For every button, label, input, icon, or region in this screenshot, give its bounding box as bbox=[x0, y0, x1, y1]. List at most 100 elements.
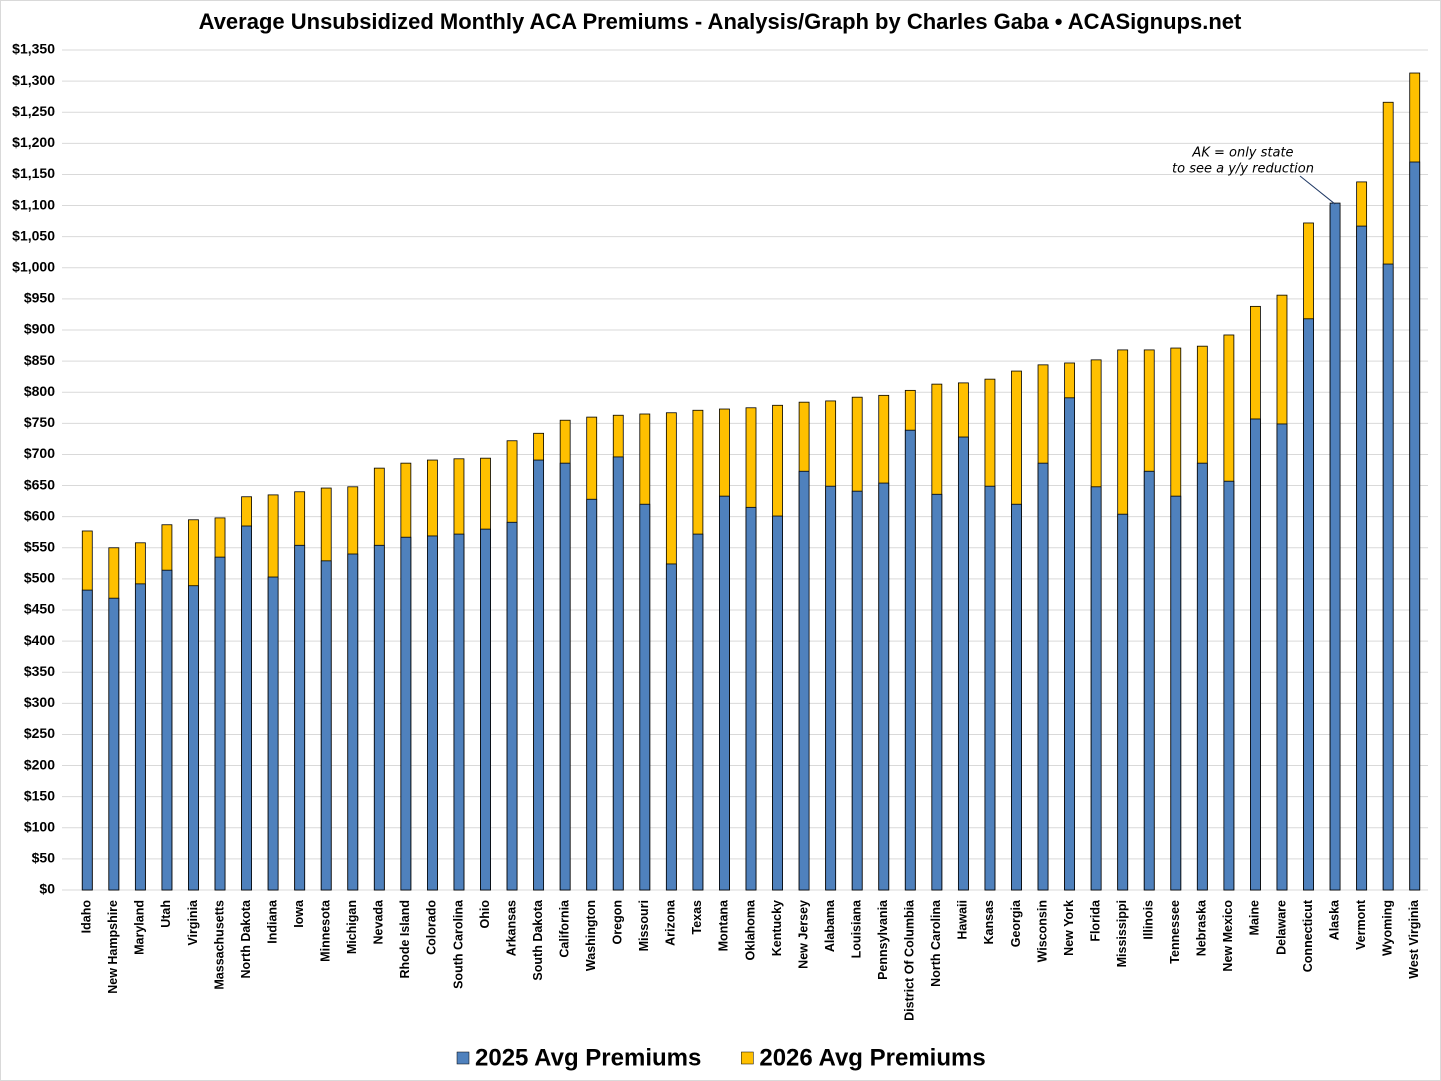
x-tick-label: New Jersey bbox=[796, 900, 810, 969]
y-tick-label: $1,050 bbox=[12, 227, 55, 243]
bar bbox=[1382, 263, 1394, 891]
bar bbox=[161, 569, 173, 891]
bar bbox=[1143, 470, 1155, 891]
bar bbox=[665, 563, 677, 891]
bar bbox=[81, 589, 93, 891]
annotation: to see a y/y reduction bbox=[1172, 162, 1314, 177]
bar bbox=[480, 528, 491, 891]
y-tick-label: $0 bbox=[39, 881, 55, 897]
bar bbox=[134, 583, 146, 891]
bar bbox=[453, 533, 465, 891]
x-tick-label: Alaska bbox=[1327, 899, 1341, 940]
y-tick-label: $1,100 bbox=[12, 196, 55, 212]
bar bbox=[1011, 503, 1022, 891]
y-tick-label: $500 bbox=[24, 570, 55, 586]
x-tick-label: Wyoming bbox=[1380, 900, 1394, 956]
y-tick-label: $1,250 bbox=[12, 103, 55, 119]
bar bbox=[214, 556, 226, 891]
x-tick-label: Alabama bbox=[823, 899, 837, 952]
x-tick-label: Georgia bbox=[1009, 899, 1023, 947]
bar bbox=[533, 459, 545, 891]
legend-label: 2026 Avg Premiums bbox=[759, 1044, 985, 1071]
y-tick-label: $750 bbox=[24, 414, 55, 430]
annotation-arrow bbox=[1299, 175, 1336, 205]
bar bbox=[1409, 161, 1421, 891]
y-tick-label: $100 bbox=[24, 818, 55, 834]
x-tick-label: Wisconsin bbox=[1035, 900, 1049, 962]
bar bbox=[586, 498, 598, 891]
y-tick-label: $1,350 bbox=[12, 41, 55, 57]
y-tick-label: $900 bbox=[24, 321, 55, 337]
bar bbox=[745, 506, 757, 891]
x-tick-label: Arkansas bbox=[504, 900, 518, 956]
bar bbox=[427, 535, 438, 891]
x-tick-label: Missouri bbox=[637, 900, 651, 951]
bar bbox=[612, 456, 624, 891]
x-tick-label: South Carolina bbox=[451, 899, 465, 989]
bar bbox=[1037, 462, 1049, 891]
bar bbox=[400, 536, 412, 891]
x-tick-label: Florida bbox=[1088, 899, 1102, 942]
x-tick-label: Michigan bbox=[345, 900, 359, 954]
bar bbox=[320, 560, 332, 891]
bar bbox=[347, 553, 359, 891]
x-tick-label: Louisiana bbox=[849, 899, 863, 958]
bar bbox=[1064, 397, 1075, 891]
bar bbox=[957, 436, 969, 891]
bar bbox=[294, 544, 306, 891]
bar bbox=[1170, 495, 1182, 891]
bar bbox=[1223, 480, 1235, 891]
x-tick-label: Pennsylvania bbox=[876, 899, 890, 980]
x-tick-label: Maine bbox=[1248, 900, 1262, 935]
bar bbox=[798, 470, 810, 891]
x-tick-label: West Virginia bbox=[1407, 899, 1421, 979]
y-tick-label: $1,000 bbox=[12, 258, 55, 274]
bar bbox=[267, 576, 279, 891]
bar bbox=[984, 485, 996, 891]
x-tick-label: Kansas bbox=[982, 900, 996, 945]
x-tick-label: Iowa bbox=[292, 899, 306, 928]
legend-swatch bbox=[741, 1051, 754, 1065]
bar bbox=[188, 585, 199, 891]
x-tick-label: South Dakota bbox=[531, 899, 545, 981]
y-tick-label: $350 bbox=[24, 663, 55, 679]
y-tick-label: $1,150 bbox=[12, 165, 55, 181]
y-tick-label: $400 bbox=[24, 632, 55, 648]
x-tick-label: Texas bbox=[690, 900, 704, 935]
legend-swatch bbox=[456, 1051, 470, 1065]
x-tick-label: Ohio bbox=[478, 900, 492, 929]
bar bbox=[878, 482, 890, 891]
x-tick-label: Nevada bbox=[372, 899, 386, 945]
bar bbox=[108, 597, 120, 891]
x-tick-label: Delaware bbox=[1274, 900, 1288, 955]
x-tick-label: District Of Columbia bbox=[903, 899, 917, 1021]
y-tick-label: $250 bbox=[24, 725, 55, 741]
y-tick-label: $800 bbox=[24, 383, 55, 399]
x-tick-label: Oklahoma bbox=[743, 899, 757, 960]
bar bbox=[772, 515, 783, 891]
y-tick-label: $950 bbox=[24, 290, 55, 306]
x-tick-label: Virginia bbox=[186, 899, 200, 946]
bar bbox=[719, 495, 730, 891]
bar bbox=[692, 533, 704, 891]
legend-label: 2025 Avg Premiums bbox=[475, 1044, 701, 1071]
x-tick-label: Hawaii bbox=[956, 900, 970, 940]
x-tick-label: Illinois bbox=[1142, 900, 1156, 940]
x-tick-label: Connecticut bbox=[1301, 899, 1315, 972]
x-tick-label: Utah bbox=[159, 900, 173, 928]
y-tick-label: $1,300 bbox=[12, 72, 55, 88]
y-tick-label: $650 bbox=[24, 476, 55, 492]
bar bbox=[639, 503, 651, 891]
bar bbox=[1117, 513, 1129, 891]
x-tick-label: Massachusetts bbox=[212, 900, 226, 990]
bar bbox=[506, 521, 518, 891]
x-tick-label: Nebraska bbox=[1195, 899, 1209, 956]
bar bbox=[1276, 423, 1288, 891]
x-tick-label: Washington bbox=[584, 900, 598, 971]
annotation: AK = only state bbox=[1191, 146, 1293, 161]
y-tick-label: $200 bbox=[24, 756, 55, 772]
x-tick-label: New York bbox=[1062, 900, 1076, 956]
y-tick-label: $50 bbox=[32, 850, 56, 866]
x-tick-label: Idaho bbox=[80, 900, 94, 934]
x-tick-label: North Carolina bbox=[929, 899, 943, 987]
